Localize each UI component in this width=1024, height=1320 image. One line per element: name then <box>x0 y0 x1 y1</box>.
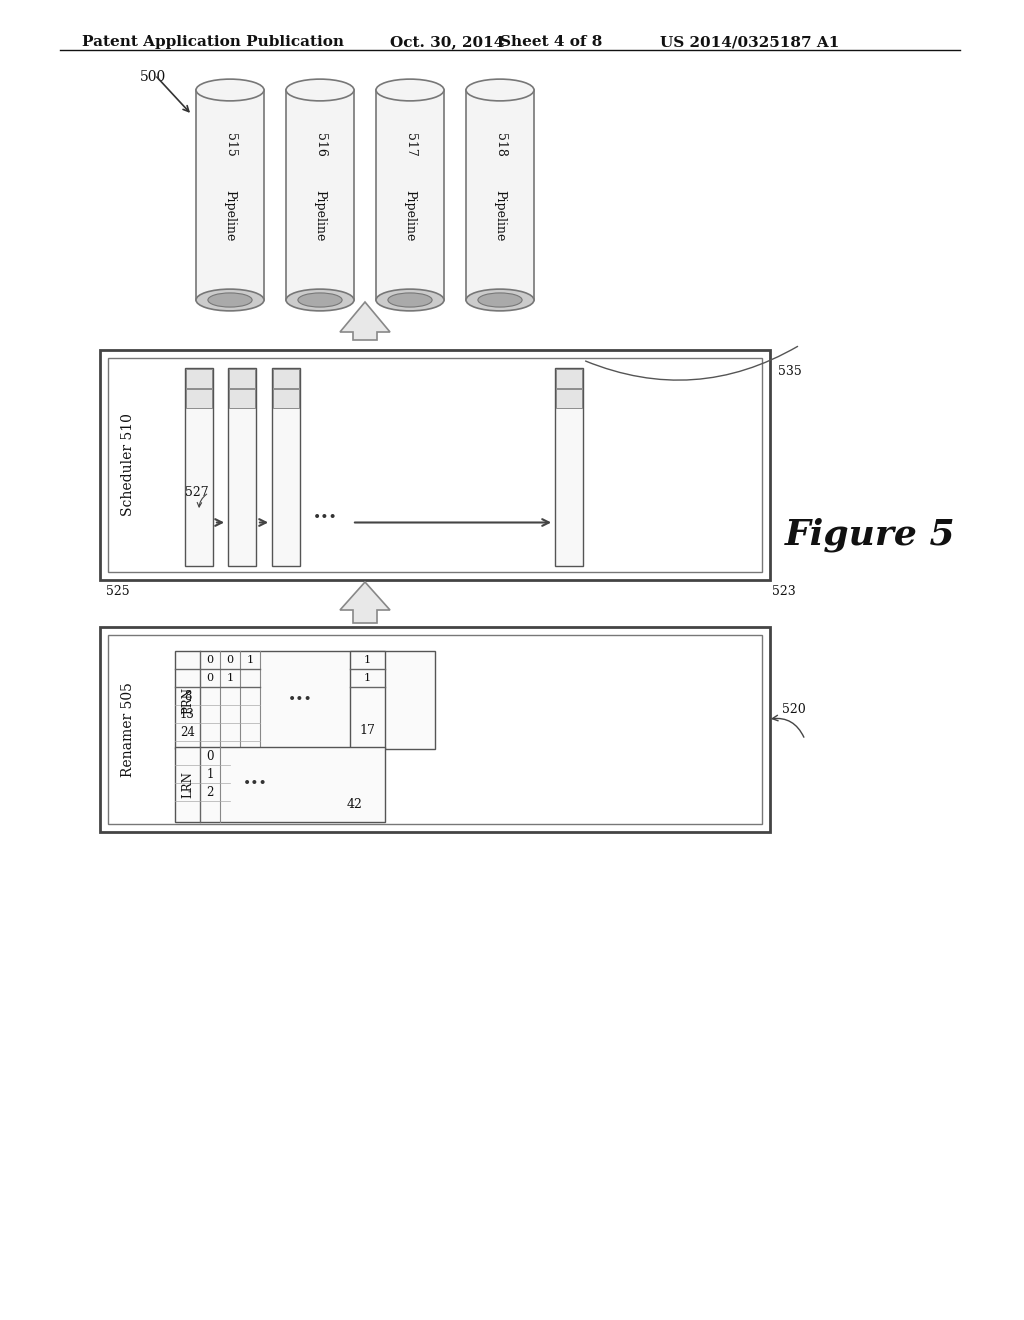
Text: LRN: LRN <box>181 771 194 797</box>
Bar <box>196 90 264 300</box>
Text: 0: 0 <box>207 655 214 665</box>
Ellipse shape <box>466 79 534 100</box>
Text: •••: ••• <box>312 511 337 525</box>
Text: US 2014/0325187 A1: US 2014/0325187 A1 <box>660 36 840 49</box>
Ellipse shape <box>376 289 444 312</box>
Text: 8: 8 <box>184 689 191 702</box>
Text: 0: 0 <box>207 673 214 682</box>
Text: Scheduler 510: Scheduler 510 <box>121 413 135 516</box>
Text: 24: 24 <box>180 726 195 738</box>
Bar <box>108 358 762 572</box>
Text: 1: 1 <box>364 655 371 665</box>
Text: Pipeline: Pipeline <box>494 190 507 242</box>
Text: 1: 1 <box>247 655 254 665</box>
Text: Pipeline: Pipeline <box>223 190 237 242</box>
Text: 535: 535 <box>778 366 802 378</box>
Bar <box>229 389 255 408</box>
Bar <box>186 389 212 408</box>
Text: 517: 517 <box>403 133 417 157</box>
Ellipse shape <box>298 293 342 308</box>
Bar <box>186 370 212 388</box>
Bar <box>175 651 435 748</box>
Text: Pipeline: Pipeline <box>403 190 417 242</box>
Ellipse shape <box>388 293 432 308</box>
Text: 0: 0 <box>226 655 233 665</box>
Text: 500: 500 <box>140 70 166 84</box>
Text: PRN: PRN <box>181 686 194 714</box>
Text: 1: 1 <box>226 673 233 682</box>
Text: 2: 2 <box>206 785 214 799</box>
Text: Sheet 4 of 8: Sheet 4 of 8 <box>500 36 602 49</box>
Text: 527: 527 <box>185 486 209 499</box>
Polygon shape <box>340 302 390 341</box>
Text: 42: 42 <box>347 797 362 810</box>
Text: •••: ••• <box>288 693 312 708</box>
Text: 1: 1 <box>364 673 371 682</box>
Ellipse shape <box>196 289 264 312</box>
Text: Figure 5: Figure 5 <box>784 517 955 552</box>
Text: Pipeline: Pipeline <box>313 190 327 242</box>
Text: 520: 520 <box>782 704 806 715</box>
Bar <box>350 651 385 748</box>
Text: Patent Application Publication: Patent Application Publication <box>82 36 344 49</box>
Bar <box>273 370 299 388</box>
Ellipse shape <box>376 79 444 100</box>
Text: 13: 13 <box>180 708 195 721</box>
Bar <box>556 370 582 388</box>
Bar <box>556 389 582 408</box>
Bar <box>228 368 256 566</box>
Ellipse shape <box>466 289 534 312</box>
Bar <box>376 90 444 300</box>
Ellipse shape <box>286 289 354 312</box>
Bar <box>286 90 354 300</box>
Ellipse shape <box>286 79 354 100</box>
Ellipse shape <box>208 293 252 308</box>
Bar <box>229 370 255 388</box>
Text: 515: 515 <box>223 133 237 157</box>
Bar <box>272 368 300 566</box>
Bar <box>175 747 385 822</box>
Ellipse shape <box>196 79 264 100</box>
Text: 516: 516 <box>313 133 327 157</box>
Bar <box>100 350 770 579</box>
Bar <box>273 389 299 408</box>
Text: 1: 1 <box>206 767 214 780</box>
Polygon shape <box>340 582 390 623</box>
Text: 518: 518 <box>494 133 507 157</box>
Bar <box>466 90 534 300</box>
Text: •••: ••• <box>243 777 267 792</box>
Bar <box>108 635 762 824</box>
Text: Renamer 505: Renamer 505 <box>121 682 135 777</box>
Text: 0: 0 <box>206 750 214 763</box>
Text: 525: 525 <box>106 585 130 598</box>
Ellipse shape <box>478 293 522 308</box>
Bar <box>555 368 583 566</box>
Text: Oct. 30, 2014: Oct. 30, 2014 <box>390 36 505 49</box>
Bar <box>185 368 213 566</box>
Text: 17: 17 <box>359 725 376 738</box>
Bar <box>100 627 770 832</box>
Text: 523: 523 <box>772 585 796 598</box>
